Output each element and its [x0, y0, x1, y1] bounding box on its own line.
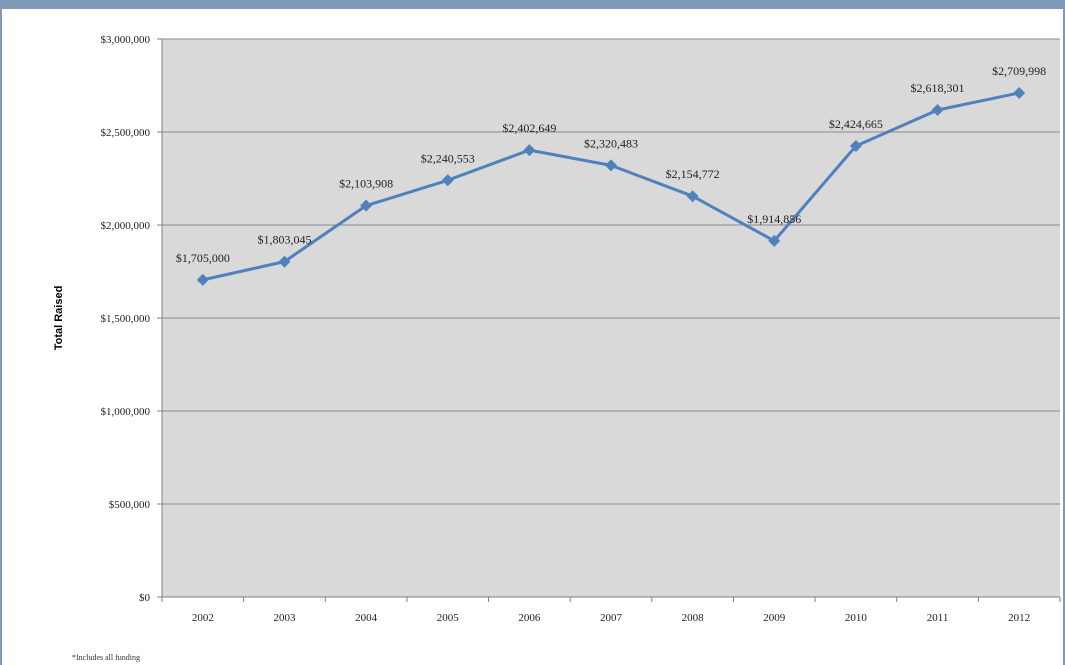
data-point-marker — [360, 199, 373, 212]
top-accent-band — [0, 0, 1065, 9]
x-tick-label: 2012 — [1008, 612, 1030, 624]
data-label: $2,103,908 — [339, 177, 393, 191]
x-axis-ticks: 2002 2003 2004 2005 2006 2007 2008 2009 2010 2011… — [161, 597, 1061, 624]
data-point-marker — [441, 174, 454, 187]
y-tick-label: $2,500,000 — [101, 127, 151, 139]
x-tick-label: 2008 — [682, 612, 705, 624]
data-point-marker — [849, 140, 862, 153]
x-tick-label: 2011 — [927, 612, 949, 624]
data-label: $2,618,301 — [911, 81, 965, 95]
data-point-marker — [278, 255, 291, 268]
data-point-marker — [1013, 86, 1026, 99]
y-axis-ticks: $0 $500,000 $1,000,000 $1,500,000 $2,000,000… — [101, 34, 163, 604]
data-label: $2,320,483 — [584, 136, 638, 150]
y-tick-label: $0 — [139, 592, 151, 604]
data-label: $1,803,045 — [257, 233, 311, 247]
data-point-marker — [523, 144, 536, 157]
data-point-marker — [686, 190, 699, 203]
data-labels: $1,705,000 $1,803,045 $2,103,908 $2,240,553… — [176, 64, 1046, 265]
data-label: $2,402,649 — [502, 121, 556, 135]
chart-frame — [0, 9, 1065, 665]
data-point-marker — [605, 159, 617, 172]
y-axis-label: Total Raised — [53, 286, 65, 351]
x-tick-label: 2005 — [437, 612, 460, 624]
data-label: $1,914,856 — [747, 212, 801, 226]
x-tick-label: 2009 — [763, 612, 786, 624]
x-tick-label: 2003 — [273, 612, 296, 624]
y-tick-label: $3,000,000 — [101, 34, 151, 46]
x-tick-label: 2007 — [600, 612, 623, 624]
data-label: $2,154,772 — [666, 167, 720, 181]
data-label: $2,709,998 — [992, 64, 1046, 78]
data-label: $2,240,553 — [421, 151, 475, 165]
series-group — [196, 86, 1026, 286]
gridlines — [162, 38, 1060, 598]
data-label: $1,705,000 — [176, 251, 230, 265]
data-point-marker — [196, 273, 209, 286]
y-tick-label: $1,500,000 — [101, 313, 151, 325]
x-tick-label: 2006 — [518, 612, 541, 624]
x-tick-label: 2002 — [192, 612, 214, 624]
footnote: *Includes all funding — [72, 653, 140, 662]
y-tick-label: $1,000,000 — [101, 406, 151, 418]
x-tick-label: 2010 — [845, 612, 868, 624]
data-point-marker — [931, 103, 944, 116]
data-label: $2,424,665 — [829, 117, 883, 131]
data-point-marker — [768, 234, 781, 247]
y-tick-label: $500,000 — [109, 499, 151, 511]
x-tick-label: 2004 — [355, 612, 378, 624]
y-tick-label: $2,000,000 — [101, 220, 151, 232]
